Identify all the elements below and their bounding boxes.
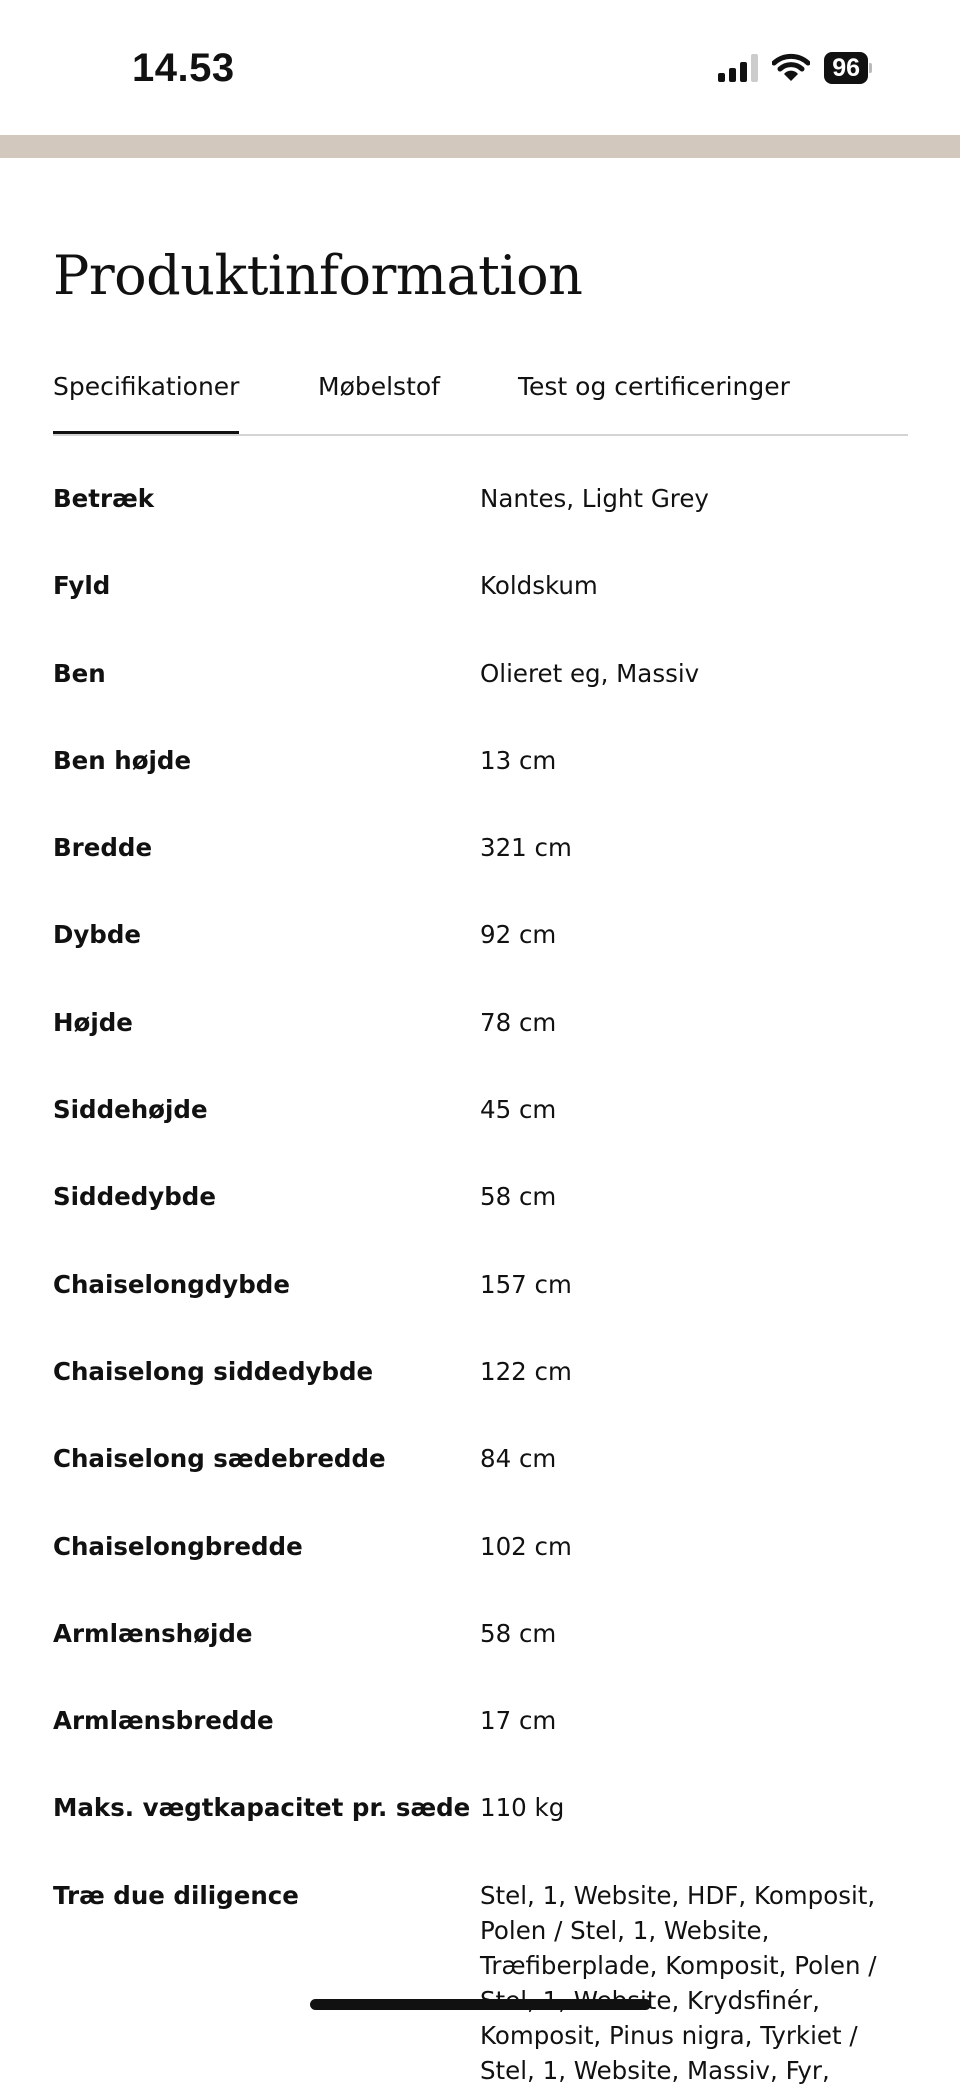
spec-value: 17 cm (480, 1706, 557, 1736)
spec-row: Chaiselong siddedybde 122 cm (53, 1357, 908, 1446)
spec-row: Fyld Koldskum (53, 571, 908, 660)
tab-bar: Specifikationer Møbelstof Test og certif… (53, 372, 908, 436)
spec-row: Siddedybde 58 cm (53, 1182, 908, 1271)
spec-value: Nantes, Light Grey (480, 484, 709, 513)
wifi-icon (772, 53, 811, 81)
spec-label: Chaiselong siddedybde (53, 1356, 374, 1386)
spec-label: Ben højde (53, 745, 192, 775)
spec-row: Betræk Nantes, Light Grey (53, 484, 908, 573)
spec-label: Dybde (53, 920, 141, 950)
spec-row: Siddehøjde 45 cm (53, 1095, 908, 1184)
spec-label: Armlænshøjde (53, 1618, 253, 1648)
header-band (0, 135, 960, 158)
spec-value: 58 cm (480, 1182, 557, 1212)
spec-value: 45 cm (480, 1095, 557, 1125)
battery-level: 96 (824, 52, 868, 84)
spec-value: 84 cm (480, 1444, 557, 1474)
page-title: Produktinformation (53, 244, 583, 307)
spec-row: Maks. vægtkapacitet pr. sæde 110 kg (53, 1793, 908, 1882)
spec-label: Betræk (53, 484, 155, 513)
spec-label: Ben (53, 658, 106, 688)
spec-value: 122 cm (480, 1356, 572, 1386)
spec-value: 13 cm (480, 745, 557, 775)
spec-value: 321 cm (480, 833, 572, 863)
spec-label: Chaiselong sædebredde (53, 1444, 386, 1474)
spec-label: Fyld (53, 571, 111, 601)
spec-value: 78 cm (480, 1007, 557, 1037)
spec-row: Bredde 321 cm (53, 833, 908, 922)
status-time: 14.53 (132, 46, 235, 90)
spec-label: Træ due diligence (53, 1880, 299, 1910)
spec-row: Ben højde 13 cm (53, 746, 908, 835)
spec-label: Chaiselongbredde (53, 1531, 303, 1561)
spec-value: 58 cm (480, 1618, 557, 1648)
tab-specifikationer[interactable]: Specifikationer (53, 372, 240, 434)
spec-row: Ben Olieret eg, Massiv (53, 659, 908, 748)
status-bar: 14.53 96 (0, 0, 960, 135)
spec-value: 157 cm (480, 1269, 572, 1299)
spec-row: Armlænsbredde 17 cm (53, 1706, 908, 1795)
spec-value: Olieret eg, Massiv (480, 658, 700, 688)
spec-label: Siddedybde (53, 1182, 216, 1212)
spec-row: Træ due diligence Stel, 1, Website, HDF, … (53, 1881, 908, 2085)
spec-row: Armlænshøjde 58 cm (53, 1619, 908, 1708)
tab-mobelstof[interactable]: Møbelstof (318, 372, 440, 401)
spec-value: 110 kg (480, 1793, 565, 1823)
spec-value: 102 cm (480, 1531, 572, 1561)
spec-value: 92 cm (480, 920, 557, 950)
spec-table: Betræk Nantes, Light Grey Fyld Koldskum Ben O… (53, 484, 908, 2085)
spec-row: Chaiselongdybde 157 cm (53, 1270, 908, 1359)
spec-label: Chaiselongdybde (53, 1269, 290, 1299)
spec-row: Chaiselong sædebredde 84 cm (53, 1444, 908, 1533)
spec-row: Dybde 92 cm (53, 920, 908, 1009)
spec-value: Stel, 1, Website, HDF, Komposit, Polen /… (480, 1880, 877, 2085)
signal-icon (718, 54, 759, 82)
spec-row: Chaiselongbredde 102 cm (53, 1532, 908, 1621)
spec-label: Højde (53, 1007, 133, 1037)
spec-label: Bredde (53, 833, 153, 863)
spec-value: Koldskum (480, 571, 598, 601)
battery-icon: 96 (824, 52, 872, 84)
spec-label: Armlænsbredde (53, 1706, 274, 1736)
spec-label: Siddehøjde (53, 1095, 208, 1125)
tab-test-certificeringer[interactable]: Test og certificeringer (518, 372, 790, 401)
home-indicator[interactable] (310, 1999, 651, 2010)
spec-label: Maks. vægtkapacitet pr. sæde (53, 1793, 471, 1823)
spec-row: Højde 78 cm (53, 1008, 908, 1097)
